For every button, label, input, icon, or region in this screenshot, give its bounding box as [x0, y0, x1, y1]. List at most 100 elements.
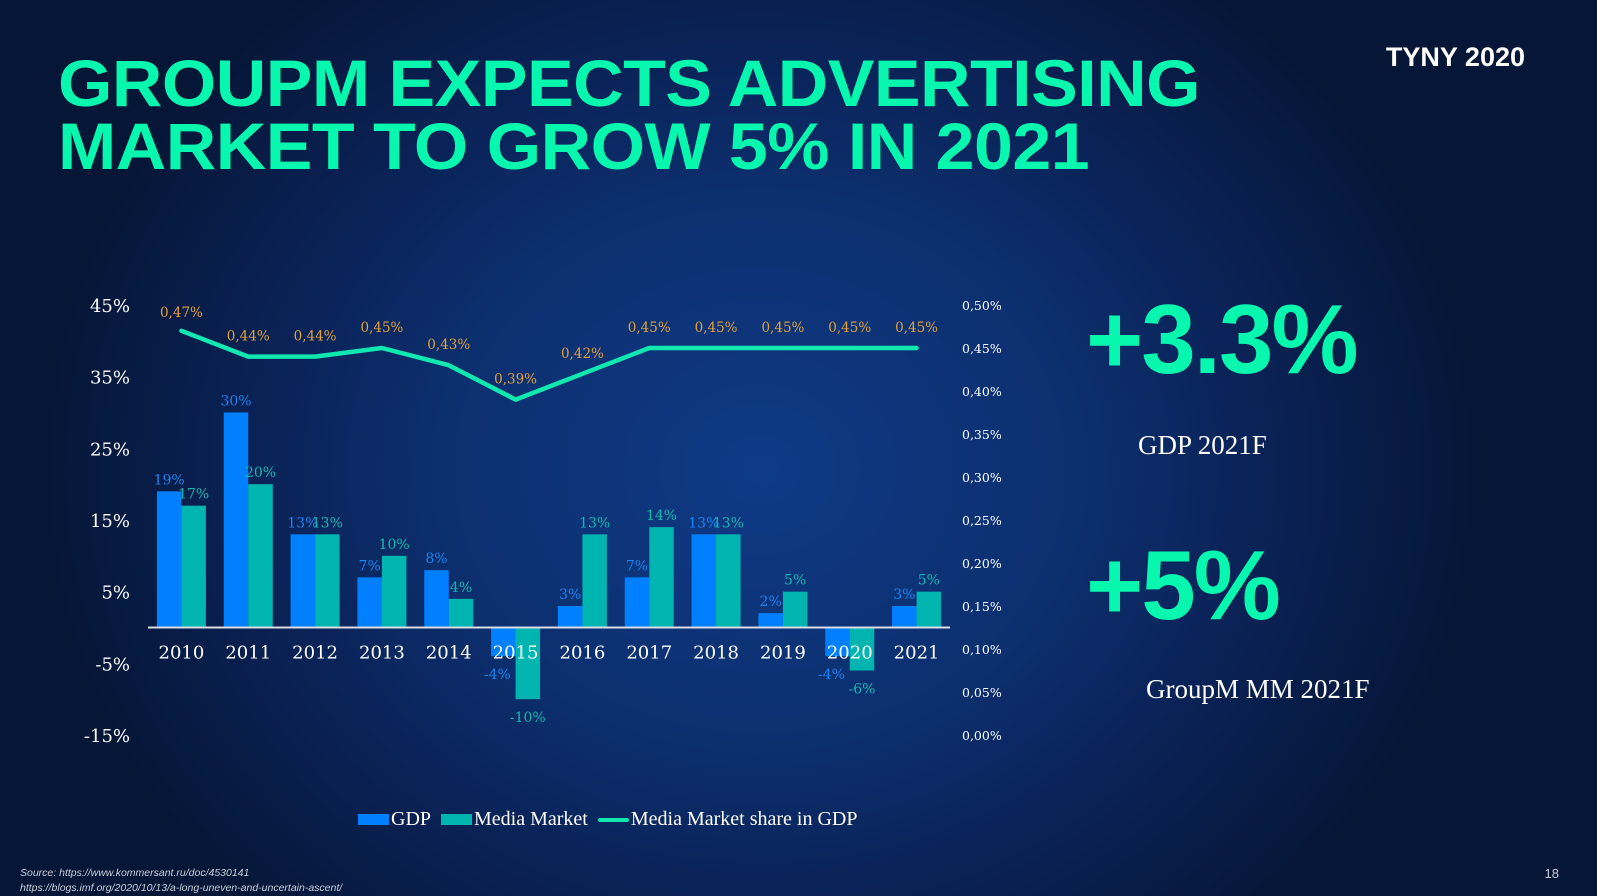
page-number: 18: [1544, 866, 1559, 881]
bar-media-market: [582, 534, 607, 628]
data-label-media-market: -6%: [849, 682, 876, 698]
bars: [156, 412, 942, 700]
category-label: 2010: [159, 643, 205, 664]
data-label-media-market: 17%: [178, 487, 209, 503]
category-label: 2012: [292, 643, 338, 664]
data-label-media-share: 0,44%: [227, 329, 270, 345]
bar-media-market: [649, 527, 674, 628]
slide-title: GROUPM EXPECTS ADVERTISING MARKET TO GRO…: [58, 50, 1201, 179]
source-line-2: https://blogs.imf.org/2020/10/13/a-long-…: [20, 882, 343, 894]
left-axis-tick-label: 15%: [90, 511, 130, 532]
data-label-media-market: 13%: [713, 515, 744, 531]
source-note: Source: https://www.kommersant.ru/doc/45…: [20, 866, 342, 896]
data-label-gdp: 7%: [626, 558, 648, 574]
legend-label-share: Media Market share in GDP: [630, 808, 858, 830]
category-label: 2021: [894, 643, 940, 664]
bar-media-market: [248, 484, 273, 628]
right-axis-tick-label: 0,20%: [962, 556, 1002, 571]
data-label-media-share: 0,43%: [427, 337, 470, 353]
bar-media-market: [381, 555, 407, 628]
data-label-media-share: 0,45%: [628, 320, 671, 336]
data-label-gdp: 3%: [559, 587, 581, 603]
data-label-media-market: 20%: [245, 465, 276, 481]
legend-label-gdp: GDP: [391, 808, 432, 830]
left-axis-tick-label: 35%: [90, 368, 130, 389]
data-label-media-share: 0,45%: [360, 320, 403, 336]
bar-gdp: [424, 570, 449, 628]
right-axis-tick-label: 0,45%: [962, 341, 1002, 356]
data-label-media-share: 0,45%: [695, 320, 738, 336]
data-label-media-market: 5%: [918, 573, 940, 589]
data-label-media-share: 0,45%: [895, 320, 938, 336]
left-axis-tick-label: -15%: [84, 726, 130, 747]
left-axis-tick-label: -5%: [95, 654, 130, 675]
data-label-gdp: 13%: [287, 515, 318, 531]
bar-media-market: [849, 627, 875, 671]
left-axis-ticks: 45% 35% 25% 15% 5% -5% -15%: [84, 296, 130, 747]
legend-swatch-share-line: [597, 817, 629, 822]
data-label-media-share: 0,45%: [761, 320, 804, 336]
bar-gdp: [758, 613, 783, 628]
right-axis-tick-label: 0,25%: [962, 513, 1002, 528]
bar-gdp: [825, 627, 850, 657]
legend-item-gdp: GDP: [358, 808, 431, 831]
data-label-media-share: 0,42%: [561, 346, 604, 362]
legend-swatch-gdp: [358, 814, 389, 825]
bar-media-market: [181, 505, 206, 628]
right-axis-tick-label: 0,10%: [962, 642, 1002, 657]
brand-label: TYNY 2020: [1385, 42, 1525, 72]
right-axis-tick-label: 0,00%: [962, 728, 1002, 743]
data-label-gdp: 2%: [760, 594, 782, 610]
right-axis-tick-label: 0,15%: [962, 599, 1002, 614]
right-axis-tick-label: 0,50%: [962, 298, 1002, 313]
bar-media-market: [515, 627, 541, 700]
title-line-1: GROUPM EXPECTS ADVERTISING: [58, 46, 1201, 120]
bar-media-market: [315, 534, 340, 628]
data-label-gdp: 7%: [359, 558, 381, 574]
line-data-labels: 0,47% 0,44% 0,44% 0,45% 0,43% 0,39% 0,42% 0,45%…: [160, 305, 938, 388]
bar-gdp: [156, 491, 182, 628]
category-label: 2013: [359, 643, 405, 664]
left-axis-tick-label: 25%: [90, 439, 130, 460]
data-label-gdp: 8%: [425, 551, 447, 567]
category-label: 2011: [225, 643, 271, 664]
right-axis-tick-label: 0,05%: [962, 685, 1002, 700]
title-line-2: MARKET TO GROW 5% IN 2021: [58, 109, 1090, 183]
data-label-gdp: -4%: [484, 667, 511, 683]
stat-gdp-label: GDP 2021F: [1138, 430, 1267, 460]
bar-gdp: [357, 577, 382, 628]
data-label-media-market: 13%: [312, 515, 343, 531]
bar-gdp: [223, 412, 249, 628]
data-label-media-market: 14%: [646, 508, 677, 524]
category-label: 2016: [560, 643, 606, 664]
bar-gdp: [290, 534, 316, 628]
bar-gdp: [892, 606, 917, 628]
category-label: 2014: [426, 643, 472, 664]
data-label-media-share: 0,47%: [160, 305, 203, 321]
right-axis-tick-label: 0,40%: [962, 384, 1002, 399]
legend-item-media-market: Media Market: [441, 808, 588, 831]
left-axis-tick-label: 5%: [101, 583, 130, 604]
category-label: 2018: [693, 643, 739, 664]
data-label-media-market: 5%: [784, 573, 806, 589]
data-label-media-market: 4%: [450, 580, 472, 596]
right-axis-ticks: 0,50% 0,45% 0,40% 0,35% 0,30% 0,25% 0,20% 0,15%…: [962, 298, 1002, 743]
legend-item-share: Media Market share in GDP: [597, 808, 858, 831]
right-axis-tick-label: 0,30%: [962, 470, 1002, 485]
data-label-media-share: 0,45%: [828, 320, 871, 336]
data-label-media-market: -10%: [510, 710, 546, 726]
bar-data-labels: 19%30%13%7% 8%-4%3%7%13%2%-4%3%17%20%13%1…: [154, 394, 940, 727]
legend-label-media-market: Media Market: [474, 808, 588, 830]
chart-legend: GDP Media Market Media Market share in G…: [358, 808, 868, 831]
category-label: 2015: [493, 643, 539, 664]
bar-media-market: [716, 534, 741, 628]
data-label-media-market: 10%: [379, 537, 410, 553]
bar-gdp: [491, 627, 516, 657]
stat-gdp-value: +3.3%: [1086, 284, 1359, 394]
bar-media-market: [782, 591, 808, 628]
stat-groupm-value: +5%: [1086, 530, 1281, 640]
data-label-media-market: 13%: [579, 515, 610, 531]
data-label-gdp: 19%: [154, 472, 185, 488]
data-label-gdp: 30%: [220, 394, 251, 410]
category-labels: 2010 2011 2012 2013 2014 2015 2016 2017 2018 2019…: [159, 643, 940, 664]
